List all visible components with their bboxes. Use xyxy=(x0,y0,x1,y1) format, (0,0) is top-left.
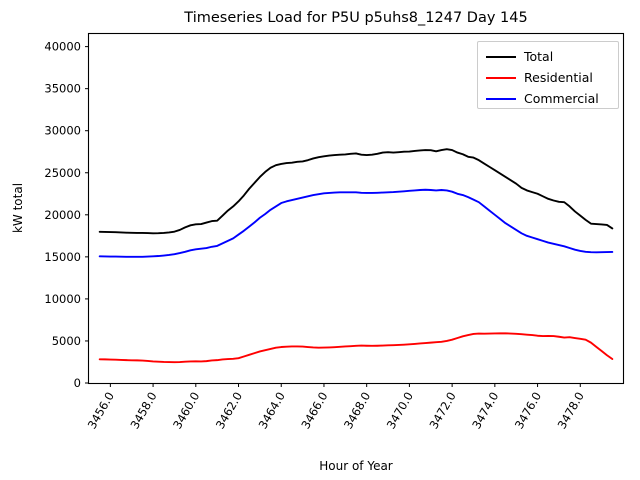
y-tick-label: 0 xyxy=(74,376,81,390)
plot-area-border xyxy=(87,32,625,385)
x-tick-label: 3464.0 xyxy=(256,390,288,432)
chart-legend: Total Residential Commercial xyxy=(477,41,619,109)
x-axis-ticks: 3456.0 3458.0 3460.0 3462.0 3464.0 3466.0 3468… xyxy=(85,383,587,431)
x-tick-label: 3456.0 xyxy=(85,390,117,432)
y-tick-label: 20000 xyxy=(44,208,81,222)
x-tick-label: 3462.0 xyxy=(213,390,245,432)
x-axis-title: Hour of Year xyxy=(319,459,393,473)
x-tick-label: 3466.0 xyxy=(298,390,330,432)
series-line-total xyxy=(98,148,614,235)
y-axis-title: kW total xyxy=(11,183,25,233)
data-series-group xyxy=(98,148,614,364)
x-tick-label: 3474.0 xyxy=(469,390,501,432)
y-tick-label: 40000 xyxy=(44,40,81,54)
x-tick-label: 3478.0 xyxy=(555,390,587,432)
x-tick-label: 3472.0 xyxy=(426,390,458,432)
y-tick-label: 25000 xyxy=(44,166,81,180)
y-tick-label: 35000 xyxy=(44,82,81,96)
x-tick-label: 3470.0 xyxy=(384,390,416,432)
series-line-commercial xyxy=(98,188,614,258)
x-tick-label: 3460.0 xyxy=(170,390,202,432)
x-tick-label: 3476.0 xyxy=(512,390,544,432)
y-axis-ticks: 0 5000 10000 15000 20000 25000 30000 35000 40000 xyxy=(44,40,89,390)
legend-frame xyxy=(477,41,619,109)
x-tick-label: 3468.0 xyxy=(341,390,373,432)
x-tick-label: 3458.0 xyxy=(127,390,159,432)
y-tick-label: 15000 xyxy=(44,250,81,264)
legend-label-commercial: Commercial xyxy=(524,91,599,106)
y-tick-label: 30000 xyxy=(44,124,81,138)
legend-label-total: Total xyxy=(523,49,553,64)
y-tick-label: 5000 xyxy=(52,334,81,348)
series-line-residential xyxy=(98,332,614,364)
legend-label-residential: Residential xyxy=(524,70,593,85)
y-tick-label: 10000 xyxy=(44,292,81,306)
chart-title: Timeseries Load for P5U p5uhs8_1247 Day … xyxy=(183,10,527,26)
